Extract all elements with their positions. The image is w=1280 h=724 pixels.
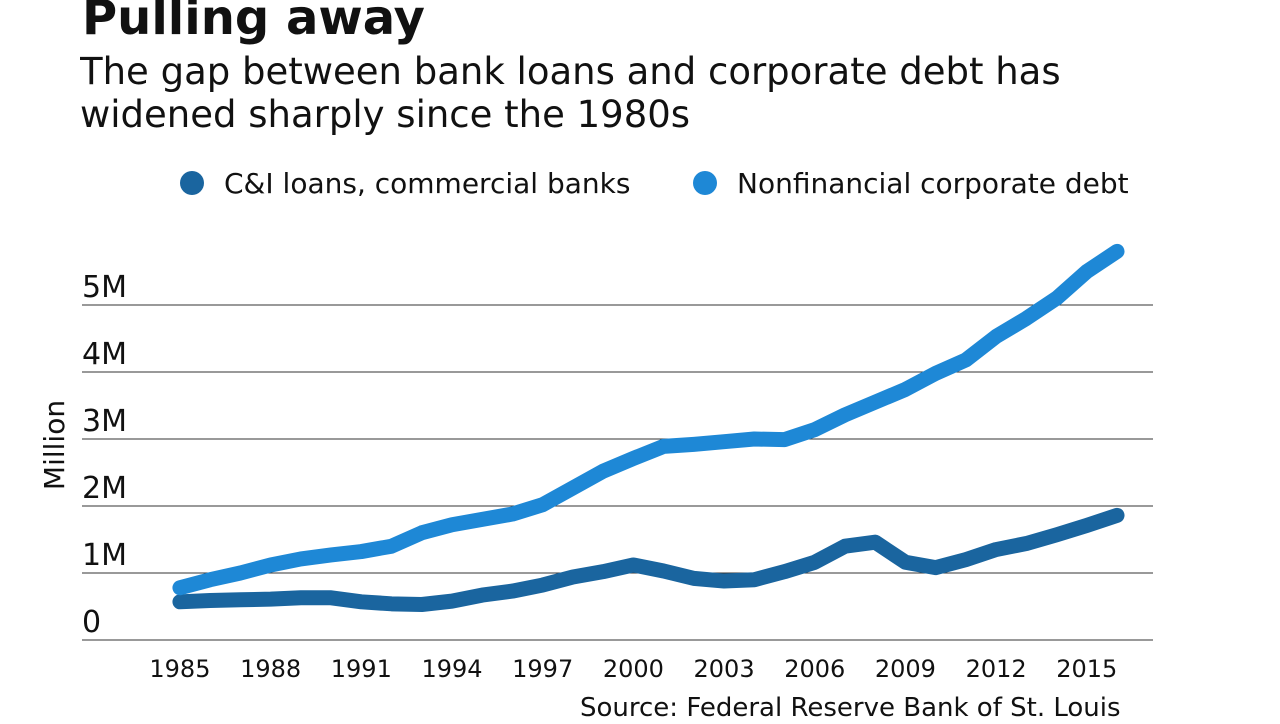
source: Source: Federal Reserve Bank of St. Loui… (580, 693, 1121, 720)
legend-marker (180, 171, 204, 195)
x-tick-label: 2006 (784, 655, 845, 683)
y-tick-label: 5M (82, 270, 127, 305)
legend-label: Nonfinancial corporate debt (737, 167, 1129, 200)
x-tick-label: 1985 (149, 655, 210, 683)
x-tick-label: 2000 (603, 655, 664, 683)
legend-marker (693, 171, 717, 195)
chart-title: Pulling away (82, 0, 425, 46)
y-tick-label: 1M (82, 538, 127, 573)
x-tick-label: 2012 (966, 655, 1027, 683)
legend-label: C&I loans, commercial banks (224, 167, 630, 200)
y-tick-label: 0 (82, 605, 101, 640)
x-tick-label: 2003 (694, 655, 755, 683)
x-tick-label: 1994 (421, 655, 482, 683)
y-tick-label: 2M (82, 471, 127, 506)
y-tick-label: 4M (82, 337, 127, 372)
series-line (172, 507, 1125, 612)
x-tick-label: 1997 (512, 655, 573, 683)
x-tick-label: 2009 (875, 655, 936, 683)
subtitle-box: The gap between bank loans and corporate… (80, 50, 1061, 136)
chart-subtitle: The gap between bank loans and corporate… (80, 50, 1061, 136)
y-axis-label: Million (38, 400, 71, 490)
x-tick-label: 2015 (1056, 655, 1117, 683)
series-line (172, 243, 1125, 596)
x-tick-label: 1988 (240, 655, 301, 683)
y-tick-label: 3M (82, 404, 127, 439)
x-tick-label: 1991 (331, 655, 392, 683)
